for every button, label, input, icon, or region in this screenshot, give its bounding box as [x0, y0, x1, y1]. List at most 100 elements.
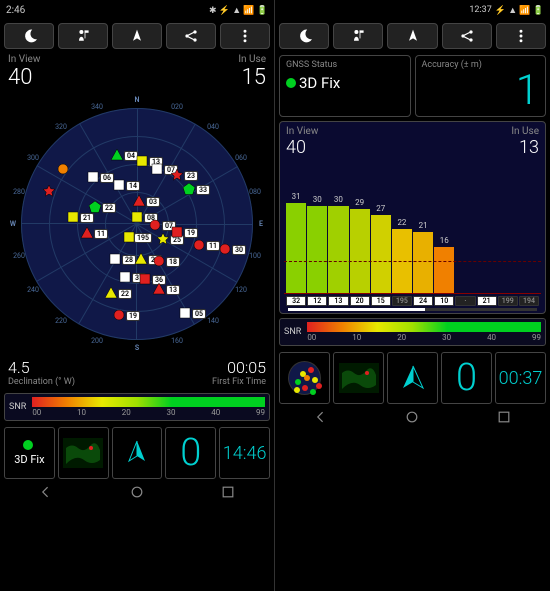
satellite-id: 19	[126, 311, 140, 321]
widget-compass[interactable]	[112, 427, 163, 479]
nav-home-button[interactable]	[404, 409, 420, 429]
nav-back-button[interactable]	[313, 409, 329, 429]
satellite-marker	[153, 252, 165, 264]
toolbar	[275, 20, 550, 52]
phone-left: 2:46 ✱ ⚡ ▲ 📶 🔋 In View In Use 40 15 NESW02…	[0, 0, 275, 591]
toolbar	[0, 20, 274, 52]
snr-label: SNR	[284, 327, 301, 337]
bar-id: 199	[498, 296, 518, 306]
widget-time[interactable]: 14:46	[219, 427, 270, 479]
satellite-id: 03	[146, 197, 160, 207]
in-view-value: 40	[286, 137, 306, 158]
toolbar-person-flag-button[interactable]	[58, 23, 108, 49]
satellite-marker	[139, 270, 151, 282]
satellite-id: 195	[134, 233, 152, 243]
statusbar: 2:46 ✱ ⚡ ▲ 📶 🔋	[0, 0, 274, 20]
bar-id: 20	[350, 296, 370, 306]
bar-id: 24	[413, 296, 433, 306]
satellite-marker	[109, 250, 121, 262]
satellite-marker	[43, 182, 55, 194]
satellite-marker	[133, 192, 145, 204]
phone-right: 12:37 ⚡ ▲ 📶 🔋 GNSS Status 3D Fix Accurac…	[275, 0, 550, 591]
gnss-status-card[interactable]: GNSS Status 3D Fix	[279, 55, 411, 117]
nav-back-button[interactable]	[38, 484, 54, 504]
accuracy-value: 1	[422, 70, 540, 112]
declination-label: Declination (° W)	[8, 377, 75, 387]
toolbar-nav-arrow-button[interactable]	[387, 23, 437, 49]
satellite-marker	[87, 168, 99, 180]
satellite-marker	[149, 216, 161, 228]
satellite-id: 13	[166, 285, 180, 295]
satellite-marker	[153, 280, 165, 292]
satellite-id: 05	[192, 309, 206, 319]
toolbar-person-flag-button[interactable]	[333, 23, 383, 49]
accuracy-card[interactable]: Accuracy (± m) 1	[415, 55, 547, 117]
widget-speed[interactable]: 0	[165, 427, 216, 479]
snr-legend: SNR 001020304099	[279, 318, 546, 346]
bar-id: 10	[434, 296, 454, 306]
in-view-value: 40	[8, 65, 32, 90]
nav-recent-button[interactable]	[496, 409, 512, 429]
bar-id: 194	[519, 296, 539, 306]
nav-recent-button[interactable]	[220, 484, 236, 504]
widget-map[interactable]	[333, 352, 384, 404]
statusbar-icons: 12:37 ⚡ ▲ 📶 🔋	[469, 5, 544, 16]
toolbar-share-button[interactable]	[442, 23, 492, 49]
satellite-marker	[105, 284, 117, 296]
toolbar-more-button[interactable]	[220, 23, 270, 49]
toolbar-share-button[interactable]	[166, 23, 216, 49]
widget-map[interactable]	[58, 427, 109, 479]
chart-panel: In ViewIn Use 4013 3130302927222116 3212…	[279, 121, 546, 314]
satellite-marker	[183, 180, 195, 192]
satellite-marker	[136, 152, 148, 164]
first-fix-value: 00:05	[227, 358, 266, 377]
nav-home-button[interactable]	[129, 484, 145, 504]
satellite-id: 30	[232, 245, 246, 255]
bar-id: 15	[371, 296, 391, 306]
widget-compass[interactable]	[387, 352, 438, 404]
widget-time[interactable]: 00:37	[495, 352, 546, 404]
sky-plot[interactable]: NESW020040060080100120140160200220240260…	[7, 94, 267, 354]
satellite-marker	[57, 160, 69, 172]
snr-legend: SNR 001020304099	[4, 393, 270, 421]
satellite-marker	[193, 236, 205, 248]
statusbar-time: 2:46	[6, 5, 25, 16]
satellite-marker	[131, 208, 143, 220]
satellite-id: 18	[166, 257, 180, 267]
declination-value: 4.5	[8, 358, 30, 377]
satellite-id: 14	[126, 181, 140, 191]
bar-id: 12	[307, 296, 327, 306]
bar-id: ·	[455, 296, 475, 306]
satellite-marker	[111, 146, 123, 158]
toolbar-moon-button[interactable]	[4, 23, 54, 49]
toolbar-more-button[interactable]	[496, 23, 546, 49]
first-fix-label: First Fix Time	[212, 377, 266, 387]
satellite-marker	[171, 223, 183, 235]
in-use-label: In Use	[238, 54, 266, 65]
toolbar-moon-button[interactable]	[279, 23, 329, 49]
in-view-label: In View	[8, 54, 40, 65]
android-navbar	[0, 482, 274, 506]
satellite-marker	[67, 208, 79, 220]
widget-sky[interactable]	[279, 352, 330, 404]
toolbar-nav-arrow-button[interactable]	[112, 23, 162, 49]
satellite-marker	[135, 250, 147, 262]
satellite-marker	[157, 230, 169, 242]
widget-speed[interactable]: 0	[441, 352, 492, 404]
statusbar-icons: ✱ ⚡ ▲ 📶 🔋	[209, 5, 268, 16]
satellite-marker	[171, 166, 183, 178]
snr-bar-chart[interactable]: 3130302927222116	[284, 164, 541, 294]
statusbar: 12:37 ⚡ ▲ 📶 🔋	[275, 0, 550, 20]
chart-scrollbar[interactable]	[288, 308, 537, 311]
satellite-id: 21	[80, 213, 94, 223]
satellite-id: 11	[94, 229, 108, 239]
gnss-status-label: GNSS Status	[286, 60, 404, 70]
satellite-id: 33	[196, 185, 210, 195]
in-view-label: In View	[286, 126, 318, 137]
satellite-marker	[219, 240, 231, 252]
in-use-value: 15	[242, 65, 266, 90]
gnss-status-value: 3D Fix	[299, 74, 340, 92]
satellite-id: 11	[206, 241, 220, 251]
satellite-id: 22	[118, 289, 132, 299]
widget-fix[interactable]: 3D Fix	[4, 427, 55, 479]
